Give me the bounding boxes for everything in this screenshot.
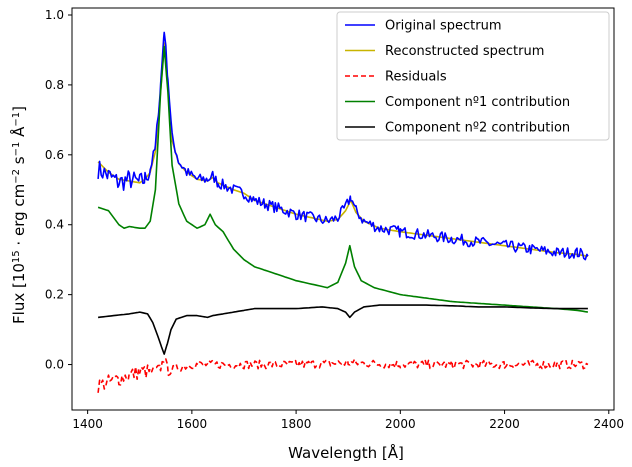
x-tick-label: 2400	[594, 417, 625, 431]
legend-label: Original spectrum	[385, 19, 502, 34]
y-tick-label: 0.0	[45, 358, 64, 372]
series-line	[97, 31, 589, 261]
axis-ticks: 1400 1600 1800 2000 2200 2400 0.0 0.2 0.4 0.6 0.8 1…	[45, 8, 624, 431]
legend-label: Residuals	[385, 70, 447, 85]
y-tick-label: 0.2	[45, 288, 64, 302]
series-line	[97, 358, 589, 393]
plot-lines	[97, 31, 589, 393]
y-tick-label: 0.8	[45, 78, 64, 92]
x-tick-label: 1400	[72, 417, 103, 431]
x-tick-label: 1800	[281, 417, 312, 431]
x-tick-label: 2000	[385, 417, 416, 431]
legend-label: Component nº2 contribution	[385, 121, 570, 136]
y-tick-label: 0.4	[45, 218, 64, 232]
x-axis-label: Wavelength [Å]	[288, 443, 404, 462]
x-tick-label: 1600	[177, 417, 208, 431]
x-tick-label: 2200	[489, 417, 520, 431]
legend-box	[336, 11, 610, 141]
y-axis-label: Flux [1015 · erg cm−2 s−1 Å−1]	[9, 106, 28, 324]
legend-label: Reconstructed spectrum	[385, 44, 544, 59]
series-line	[97, 45, 589, 313]
series-line	[98, 304, 588, 355]
y-tick-label: 0.6	[45, 148, 64, 162]
legend-label: Component nº1 contribution	[385, 95, 570, 110]
legend: Original spectrum Reconstructed spectrum R…	[336, 11, 610, 141]
y-tick-label: 1.0	[45, 8, 64, 22]
plot-frame	[71, 7, 615, 411]
